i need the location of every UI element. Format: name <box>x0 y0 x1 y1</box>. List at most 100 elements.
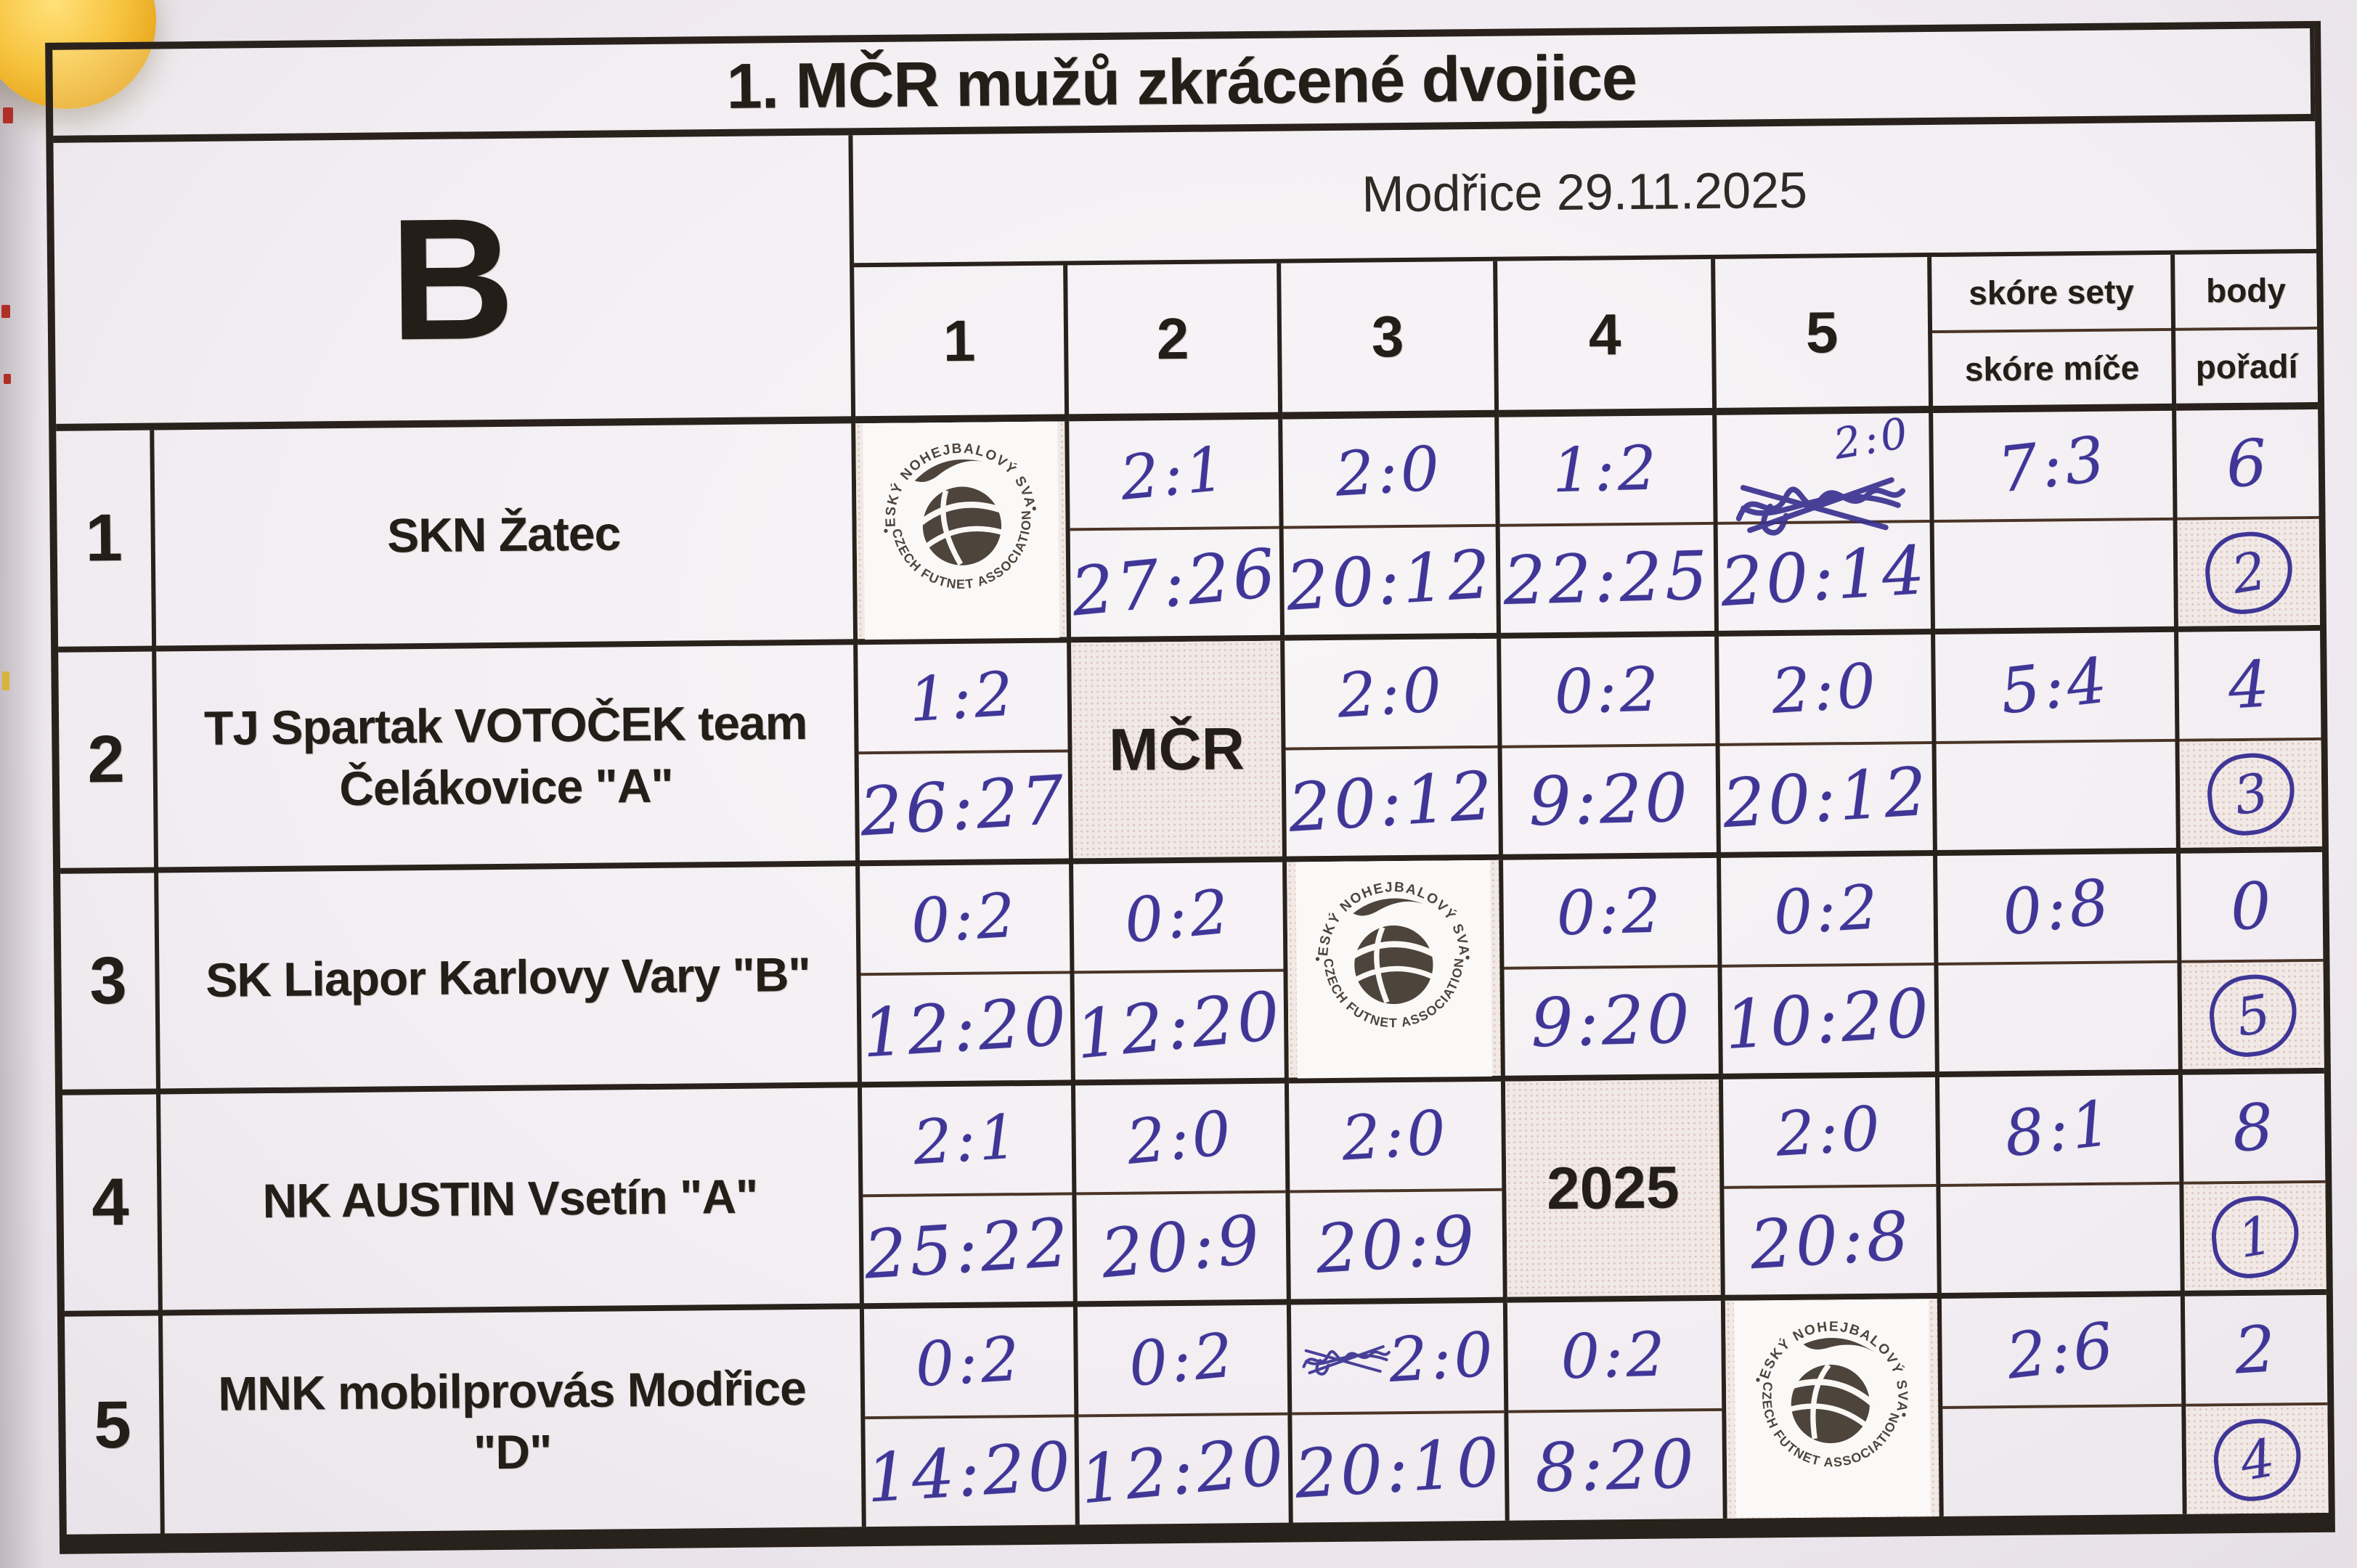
sets-score: 0:2 <box>913 1323 1025 1401</box>
team-name: SK Liapor Karlovy Vary "B" <box>158 866 862 1095</box>
tournament-title: 1. MČR mužů zkrácené dvojice <box>726 41 1637 122</box>
self-match-cell: ČESKÝ NOHEJBALOVÝ SVAZ CZECH FUTNET ASSO… <box>1725 1276 1944 1519</box>
sets-score: 0:2 <box>1125 1319 1239 1400</box>
team-name: SKN Žatec <box>154 423 858 652</box>
balls-score: 10:20 <box>1722 973 1934 1065</box>
match-cell: 0:2 12:20 <box>860 864 1075 1088</box>
match-cell: 0:2 12:20 <box>1072 862 1289 1086</box>
crossed-out-entry <box>1299 1323 1394 1393</box>
team-position: 5 <box>64 1315 165 1535</box>
sets-score: 0:2 <box>909 879 1021 957</box>
column-header-2: 2 <box>1067 263 1283 422</box>
stamp-emblem <box>1351 898 1438 1004</box>
balls-score: 8:20 <box>1534 1424 1698 1507</box>
points-rank-cell: 8 1 <box>2182 1073 2327 1297</box>
match-cell: 0:2 10:20 <box>1721 855 1939 1079</box>
match-cell: 1:2 26:27 <box>858 642 1074 867</box>
futnet-stamp-graphic: ČESKÝ NOHEJBALOVÝ SVAZ CZECH FUTNET ASSO… <box>1740 1276 1931 1485</box>
points-rank-cell: 0 5 <box>2180 852 2324 1075</box>
column-header-1: 1 <box>854 265 1070 424</box>
balls-score: 9:20 <box>1527 759 1691 841</box>
rank-value: 3 <box>2229 761 2273 827</box>
self-match-cell: ČESKÝ NOHEJBALOVÝ SVAZ CZECH FUTNET ASSO… <box>1287 855 1505 1084</box>
column-header-3: 3 <box>1281 261 1499 420</box>
score-header-cell: skóre sety skóre míče <box>1931 254 2177 414</box>
balls-score: 20:12 <box>1286 756 1498 848</box>
points-rank-cell: 2 4 <box>2184 1294 2329 1514</box>
match-cell: 0:2 14:20 <box>863 1307 1080 1527</box>
self-match-cell: 2025 <box>1505 1079 1725 1303</box>
sets-score: 0:2 <box>1772 871 1884 950</box>
team-name: NK AUSTIN Vsetín "A" <box>160 1087 864 1316</box>
group-label: B <box>388 182 516 377</box>
team-position: 1 <box>56 430 157 653</box>
stamp-label: ČESKÝ NOHEJBALOVÝ SVAZ CZECH FUTNET ASSO… <box>852 407 1060 640</box>
rank-header: pořadí <box>2195 346 2298 386</box>
match-cell: 2:0 20:9 <box>1288 1081 1507 1305</box>
match-cell: 2:1 25:22 <box>861 1085 1078 1310</box>
sets-score: 2:0 <box>1387 1318 1499 1397</box>
team-position: 4 <box>62 1094 163 1317</box>
stamp-separator-left: • <box>1754 1372 1762 1389</box>
sets-score: 2:0 <box>1770 650 1881 728</box>
futnet-stamp-graphic: ČESKÝ NOHEJBALOVÝ SVAZ CZECH FUTNET ASSO… <box>1298 855 1471 1031</box>
red-speck <box>1 305 10 318</box>
column-header-5: 5 <box>1715 257 1934 415</box>
sets-score: 0:2 <box>1555 875 1665 950</box>
sets-total: 0:8 <box>1998 865 2116 950</box>
balls-score: 20:14 <box>1718 531 1930 622</box>
stamp-separator-right: • <box>1030 500 1038 517</box>
rank-circle: 2 <box>2200 527 2297 618</box>
rank-circle: 5 <box>2205 970 2301 1061</box>
balls-score: 22:25 <box>1502 536 1712 621</box>
stamp-emblem <box>1790 1337 1878 1444</box>
points-rank-cell: 6 2 <box>2176 409 2321 632</box>
score-total-cell: 8:1 <box>1939 1074 2185 1299</box>
team-name: TJ Spartak VOTOČEK team Čelákovice "A" <box>156 645 860 873</box>
sets-score: 0:2 <box>1560 1318 1669 1393</box>
team-position: 2 <box>58 651 159 874</box>
balls-score: 9:20 <box>1529 980 1693 1063</box>
stamp-separator-left: • <box>882 523 890 539</box>
balls-score: 20:8 <box>1747 1196 1914 1285</box>
rank-circle: 1 <box>2207 1191 2303 1283</box>
match-cell: 0:2 8:20 <box>1507 1300 1727 1521</box>
futnet-association-stamp: ČESKÝ NOHEJBALOVÝ SVAZ CZECH FUTNET ASSO… <box>852 407 1051 608</box>
match-cell-with-correction: 2:0 20:14 <box>1717 408 1936 637</box>
sets-score: 0:2 <box>1121 875 1235 957</box>
points-rank-cell: 4 3 <box>2178 630 2322 854</box>
score-total-cell: 7:3 <box>1933 410 2179 634</box>
match-cell: 2:0 20:12 <box>1282 417 1502 641</box>
match-cell: 0:2 12:20 <box>1077 1304 1293 1525</box>
sets-score: 1:2 <box>907 658 1019 736</box>
sets-total: 8:1 <box>2000 1087 2118 1172</box>
match-cell: 0:2 9:20 <box>1503 857 1723 1082</box>
points-header: body <box>2205 271 2287 310</box>
match-cell-with-correction: 2:0 20:10 <box>1290 1302 1510 1523</box>
column-header-4: 4 <box>1497 258 1717 417</box>
stamp-separator-right: • <box>1900 1407 1908 1424</box>
balls-score: 26:27 <box>858 761 1070 852</box>
score-balls-header: skóre míče <box>1964 348 2140 388</box>
venue-date-cell: Modřice 29.11.2025 <box>852 121 2317 268</box>
stamp-label: ČESKÝ NOHEJBALOVÝ SVAZ CZECH FUTNET ASSO… <box>1295 855 1492 1078</box>
balls-score: 25:22 <box>862 1204 1074 1294</box>
rank-value: 5 <box>2231 982 2275 1048</box>
futnet-association-stamp: ČESKÝ NOHEJBALOVÝ SVAZ CZECH FUTNET ASSO… <box>1298 855 1483 1047</box>
match-cell: 2:0 20:12 <box>1719 634 1937 858</box>
team-name: MNK mobilprovás Modřice "D" <box>162 1309 866 1534</box>
stamp-emblem <box>914 459 1004 565</box>
group-cell: B <box>53 135 856 431</box>
stamp-label: ČESKÝ NOHEJBALOVÝ SVAZ CZECH FUTNET ASSO… <box>1733 1276 1931 1518</box>
diagonal-label: 2025 <box>1546 1153 1680 1222</box>
sets-score: 0:2 <box>1553 653 1663 728</box>
sets-total: 2:6 <box>2003 1309 2120 1394</box>
score-total-cell: 0:8 <box>1937 853 2183 1077</box>
red-speck <box>3 107 13 123</box>
score-sets-header: skóre sety <box>1968 272 2135 312</box>
balls-score: 12:20 <box>1072 976 1287 1074</box>
crossed-out-scribble <box>1735 477 1906 536</box>
score-total-cell: 2:6 <box>1941 1296 2187 1516</box>
venue-date: Modřice 29.11.2025 <box>1361 161 1808 223</box>
balls-score: 20:9 <box>1097 1200 1266 1294</box>
